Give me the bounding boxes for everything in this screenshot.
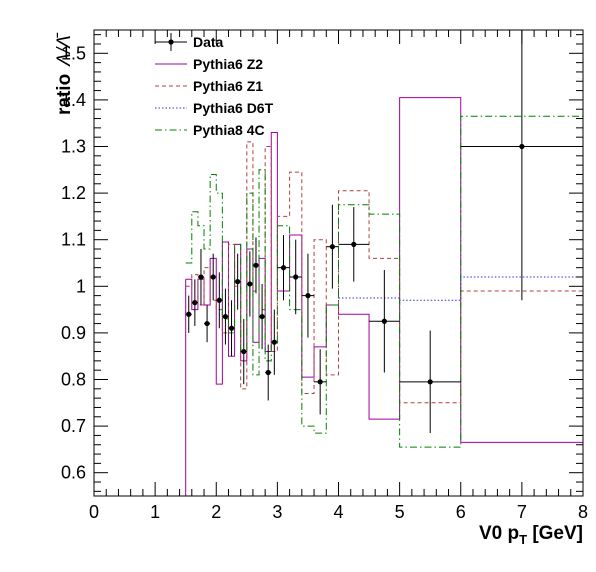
data-point-marker (329, 244, 335, 250)
y-tick-label: 1.2 (61, 183, 86, 203)
data-points-layer (185, 30, 583, 434)
data-point (460, 30, 583, 301)
data-point (222, 288, 229, 345)
data-point (246, 251, 253, 317)
y-tick-label: 1.3 (61, 137, 86, 157)
data-point (399, 330, 461, 434)
y-axis-label: ratioΛ/Λ̄ (54, 32, 75, 115)
data-point-marker (317, 379, 323, 385)
data-point (191, 279, 198, 326)
legend-label: Data (193, 34, 224, 50)
data-point (277, 235, 290, 301)
data-point-marker (271, 339, 277, 345)
data-point (289, 239, 302, 315)
x-tick-label: 1 (150, 502, 160, 522)
data-point (228, 300, 235, 357)
data-point-marker (216, 297, 222, 303)
data-point (326, 204, 339, 289)
series-pythia6-d6t (338, 276, 583, 301)
y-tick-label: 1.1 (61, 230, 86, 250)
data-point-marker (381, 318, 387, 324)
data-point-marker (293, 274, 299, 280)
data-point (369, 269, 400, 373)
x-tick-label: 0 (89, 502, 99, 522)
data-point (204, 304, 211, 343)
data-point-marker (241, 348, 247, 355)
data-point-marker (253, 262, 259, 268)
data-point-marker (351, 241, 357, 247)
data-point-marker (305, 293, 311, 299)
x-tick-label: 2 (211, 502, 221, 522)
y-tick-label: 1 (76, 276, 86, 296)
axes-layer: 0 1 2 3 4 5 6 7 8 0.6 0.7 0.8 0.9 1 1.1 1.2 1.3 1.4 1.5 (61, 29, 588, 522)
data-point-marker (210, 274, 216, 280)
data-point-marker (222, 313, 229, 320)
data-point-marker (519, 143, 525, 150)
x-tick-label: 4 (333, 502, 343, 522)
data-point-marker (192, 300, 198, 306)
data-point (314, 349, 327, 415)
legend-item: Data (155, 33, 224, 51)
legend-item: Pythia6 D6T (155, 100, 274, 116)
series-pythia8-4c (185, 115, 583, 448)
data-point (252, 237, 260, 294)
data-point (259, 283, 266, 350)
data-point (265, 344, 272, 401)
legend-label: Pythia8 4C (193, 122, 265, 138)
data-point-marker (265, 369, 271, 376)
legend-label: Pythia6 D6T (193, 100, 274, 116)
x-tick-label: 5 (395, 502, 405, 522)
data-point-marker (280, 265, 287, 271)
data-point (338, 207, 370, 282)
y-tick-label: 1.4 (61, 90, 86, 110)
data-point (197, 249, 205, 305)
x-tick-label: 6 (456, 502, 466, 522)
data-point (301, 253, 315, 338)
data-point-marker (235, 279, 241, 285)
x-tick-label: 8 (578, 502, 588, 522)
data-point-marker (186, 311, 192, 317)
data-point (271, 309, 278, 375)
legend-swatch-marker (168, 39, 174, 45)
data-point-marker (427, 379, 433, 385)
data-point-marker (204, 320, 210, 327)
y-tick-label: 0.6 (61, 463, 86, 483)
data-point (240, 318, 247, 385)
legend: Data Pythia6 Z2 Pythia6 Z1 Pythia6 D6T Pythi… (155, 33, 274, 138)
data-point (210, 253, 217, 301)
y-tick-label: 1.5 (61, 43, 86, 63)
y-tick-label: 0.8 (61, 370, 86, 390)
legend-item: Pythia6 Z1 (155, 78, 263, 94)
data-point (185, 295, 192, 333)
mc-series-layer (185, 97, 583, 496)
legend-item: Pythia8 4C (155, 122, 265, 138)
y-tick-label: 0.9 (61, 323, 86, 343)
data-point (234, 253, 241, 310)
legend-label: Pythia6 Z2 (193, 56, 263, 72)
data-point-marker (247, 281, 253, 287)
x-axis-label: V0 pT [GeV] (479, 523, 583, 547)
x-tick-label: 7 (517, 502, 527, 522)
data-point-marker (259, 313, 265, 320)
data-point-marker (198, 274, 204, 280)
data-point-marker (228, 325, 235, 331)
y-tick-label: 0.7 (61, 416, 86, 436)
data-point (216, 272, 223, 329)
legend-label: Pythia6 Z1 (193, 78, 263, 94)
legend-item: Pythia6 Z2 (155, 56, 263, 72)
x-tick-label: 3 (272, 502, 282, 522)
